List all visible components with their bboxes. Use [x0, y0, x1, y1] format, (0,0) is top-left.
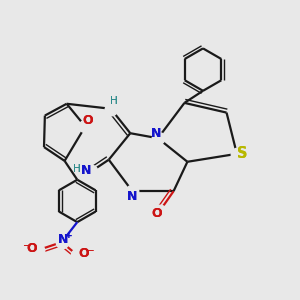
Text: −: −: [22, 240, 29, 249]
Text: N: N: [81, 164, 91, 176]
Text: +: +: [65, 231, 73, 240]
Text: N: N: [81, 164, 91, 176]
Text: H: H: [73, 164, 80, 173]
Text: O: O: [83, 114, 94, 127]
Text: N: N: [58, 233, 68, 246]
Text: N: N: [151, 127, 162, 140]
Text: O: O: [83, 114, 94, 127]
Text: −: −: [86, 245, 93, 254]
Text: N: N: [127, 190, 137, 203]
Text: O: O: [26, 242, 37, 255]
Text: −: −: [22, 240, 29, 249]
Text: O: O: [152, 207, 162, 220]
Text: H: H: [73, 164, 80, 173]
Text: N: N: [58, 233, 68, 246]
Text: H: H: [110, 95, 118, 106]
Text: H: H: [110, 95, 118, 106]
Text: N: N: [151, 127, 162, 140]
Text: N: N: [127, 190, 137, 203]
Text: +: +: [65, 231, 73, 240]
Text: O: O: [152, 207, 162, 220]
Text: O: O: [26, 242, 37, 255]
Text: O: O: [78, 247, 89, 260]
Text: −: −: [86, 245, 93, 254]
Text: O: O: [78, 247, 89, 260]
Text: S: S: [237, 146, 247, 161]
Text: S: S: [237, 146, 247, 161]
